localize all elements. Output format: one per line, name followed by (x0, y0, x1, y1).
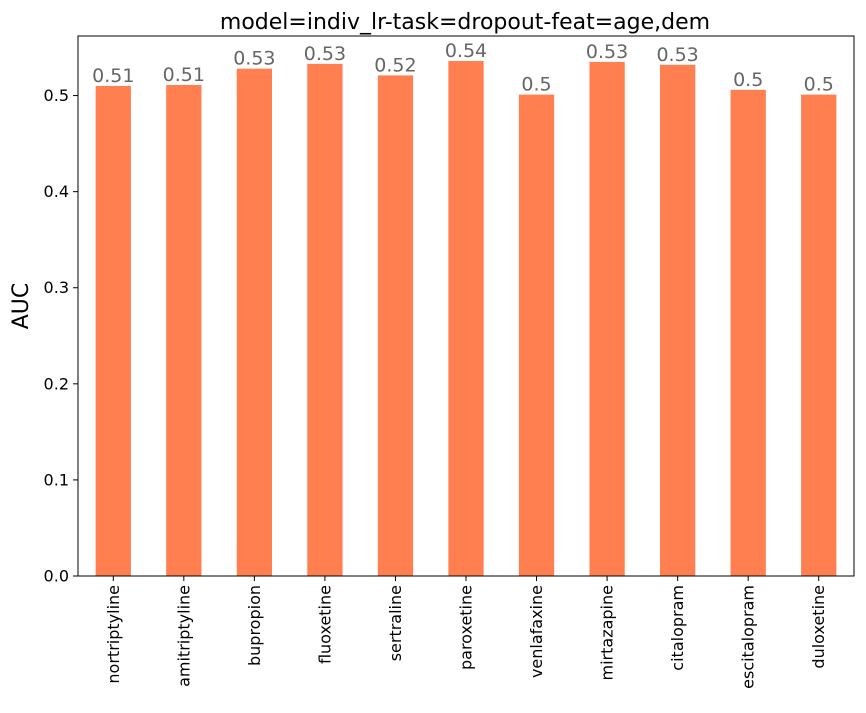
data-label-amitriptyline: 0.51 (163, 64, 205, 86)
x-tick-label-mirtazapine: mirtazapine (598, 585, 617, 680)
data-label-sertraline: 0.52 (374, 54, 416, 76)
x-axis: nortriptyline amitriptyline bupropion fluox… (104, 576, 828, 689)
x-tick-label-amitriptyline: amitriptyline (174, 585, 193, 687)
bar-nortriptyline (95, 85, 131, 576)
bar-paroxetine (448, 60, 484, 577)
data-label-escitalopram: 0.5 (733, 69, 763, 91)
bar-duloxetine (801, 94, 837, 577)
y-tick-label: 0.0 (44, 567, 69, 586)
data-label-fluoxetine: 0.53 (304, 43, 346, 65)
y-axis-label: AUC (9, 283, 34, 330)
plot-frame (77, 35, 855, 577)
y-tick-label: 0.2 (44, 374, 69, 393)
y-tick-label: 0.4 (44, 182, 69, 201)
x-tick-label-citalopram: citalopram (668, 585, 687, 671)
x-tick-label-bupropion: bupropion (245, 585, 264, 666)
x-tick-label-venlafaxine: venlafaxine (527, 585, 546, 678)
x-tick-label-fluoxetine: fluoxetine (315, 585, 334, 664)
x-tick-label-paroxetine: paroxetine (457, 585, 476, 670)
x-tick-label-escitalopram: escitalopram (739, 585, 758, 689)
bar-amitriptyline (166, 85, 202, 577)
bar-venlafaxine (518, 94, 555, 577)
data-label-paroxetine: 0.54 (445, 40, 487, 62)
y-tick-label: 0.5 (44, 86, 69, 105)
bar-bupropion (236, 68, 272, 576)
bar-mirtazapine (589, 61, 625, 577)
bars (95, 60, 837, 577)
y-axis: 0.0 0.1 0.2 0.3 0.4 0.5 (44, 86, 78, 586)
data-label-duloxetine: 0.5 (804, 74, 834, 96)
y-tick-label: 0.1 (44, 470, 69, 489)
data-label-mirtazapine: 0.53 (586, 41, 628, 63)
data-label-bupropion: 0.53 (233, 48, 275, 70)
y-tick-label: 0.3 (44, 278, 69, 297)
data-labels: 0.51 0.51 0.53 0.53 0.52 0.54 0.5 0.53 0.53 0.5 0.… (92, 40, 834, 96)
bar-fluoxetine (307, 63, 343, 577)
x-tick-label-duloxetine: duloxetine (809, 585, 828, 669)
chart-title: model=indiv_lr-task=dropout-feat=age,dem (220, 10, 710, 35)
x-tick-label-sertraline: sertraline (386, 585, 405, 661)
data-label-citalopram: 0.53 (656, 44, 698, 66)
data-label-venlafaxine: 0.5 (521, 74, 551, 96)
data-label-nortriptyline: 0.51 (92, 65, 134, 87)
bar-citalopram (660, 64, 696, 576)
x-tick-label-nortriptyline: nortriptyline (104, 585, 123, 684)
bar-sertraline (377, 75, 414, 576)
bar-escitalopram (730, 89, 766, 576)
